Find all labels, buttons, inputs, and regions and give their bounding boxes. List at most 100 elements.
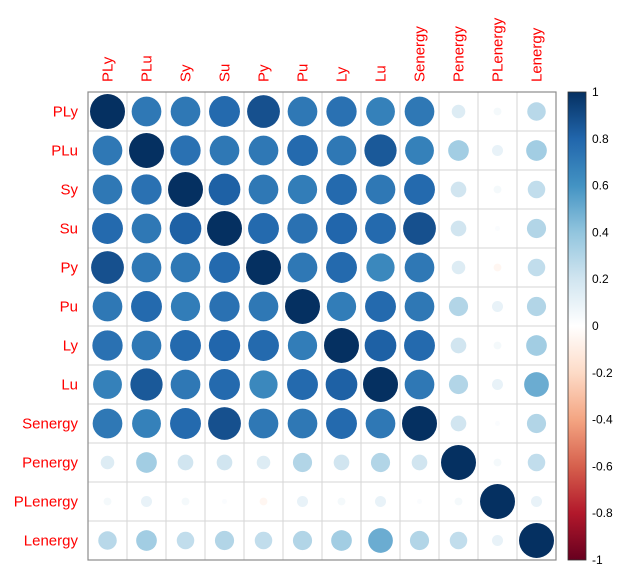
corr-circle	[92, 213, 123, 244]
corr-circle	[92, 135, 123, 166]
corr-circle	[248, 330, 279, 361]
corr-circle	[131, 213, 162, 244]
corr-circle	[103, 497, 112, 506]
corr-circle	[527, 180, 546, 199]
corr-circle	[365, 174, 396, 205]
corr-circle	[454, 497, 463, 506]
corr-circle	[209, 96, 240, 127]
corr-circle	[365, 408, 396, 439]
colorbar-tick-labels: 1 0.8 0.6 0.4 0.2 0 -0.2 -0.4 -0.6 -0.8 -1	[592, 85, 613, 567]
colorbar-tick-label: 0.4	[592, 225, 609, 239]
corr-circle	[91, 251, 124, 284]
corr-circle	[448, 374, 469, 395]
corr-circle	[450, 220, 467, 237]
corr-circle	[417, 499, 422, 504]
corr-circle	[90, 94, 125, 129]
corr-circle	[450, 337, 467, 354]
colorbar-tick-label: -0.6	[592, 459, 613, 473]
corr-circle	[287, 174, 318, 205]
row-label: Su	[60, 221, 78, 238]
corr-circle	[92, 174, 123, 205]
corr-circle	[170, 135, 201, 166]
corr-circle	[325, 368, 358, 401]
row-label: PLenergy	[14, 494, 79, 511]
corr-circle	[176, 531, 195, 550]
corr-circle	[493, 185, 502, 194]
corr-circle	[493, 107, 502, 116]
row-label: Lenergy	[24, 533, 79, 550]
corr-circle	[93, 370, 122, 399]
corr-circle	[170, 408, 201, 439]
corr-circle	[170, 96, 201, 127]
corr-circle	[296, 495, 309, 508]
corr-circle	[170, 252, 201, 283]
corr-circle	[170, 330, 201, 361]
corr-circle	[292, 530, 313, 551]
corr-circle	[527, 102, 546, 121]
correlation-circles	[90, 94, 554, 558]
corr-circle	[140, 495, 153, 508]
col-label: Penergy	[451, 26, 468, 82]
corr-circle	[287, 96, 318, 127]
corr-circle	[526, 335, 547, 356]
corr-circle	[287, 408, 318, 439]
corr-circle	[530, 495, 543, 508]
corr-circle	[136, 530, 157, 551]
corr-circle	[254, 531, 273, 550]
corr-circle	[169, 212, 202, 245]
corr-circle	[491, 144, 504, 157]
corr-circle	[129, 133, 164, 168]
corr-circle	[208, 407, 241, 440]
corr-circle	[526, 296, 547, 317]
row-label: PLu	[51, 143, 78, 160]
corr-circle	[491, 534, 504, 547]
col-label: Senergy	[412, 26, 429, 82]
corr-circle	[326, 252, 357, 283]
corr-circle	[208, 329, 241, 362]
corr-circle	[287, 135, 318, 166]
corr-circle	[493, 341, 502, 350]
corr-circle	[519, 523, 554, 558]
colorbar-tick-label: -1	[592, 553, 603, 567]
grid-cell	[438, 130, 479, 171]
corr-circle	[98, 531, 117, 550]
corr-circle	[333, 454, 350, 471]
corr-circle	[256, 455, 271, 470]
corr-circle	[441, 445, 476, 480]
corr-circle	[248, 174, 279, 205]
corr-circle	[491, 300, 504, 313]
corr-circle	[246, 250, 281, 285]
corr-circle	[326, 96, 357, 127]
corr-circle	[365, 213, 396, 244]
corr-circle	[326, 408, 357, 439]
row-label: Penergy	[22, 455, 78, 472]
corr-circle	[100, 455, 115, 470]
corr-circle	[524, 372, 549, 397]
row-label: Senergy	[22, 416, 78, 433]
corr-circle	[92, 291, 123, 322]
corr-circle	[170, 369, 201, 400]
corr-circle	[365, 291, 396, 322]
col-label: PLu	[139, 55, 156, 82]
corr-circle	[222, 499, 227, 504]
corr-circle	[404, 252, 435, 283]
col-label: Pu	[295, 64, 312, 82]
corr-circle	[248, 408, 279, 439]
row-label: Ly	[63, 338, 79, 355]
colorbar-tick-label: 0	[592, 319, 599, 333]
col-label: Ly	[334, 66, 351, 82]
corr-circle	[214, 530, 235, 551]
corr-circle	[170, 291, 201, 322]
corr-circle	[364, 329, 397, 362]
corr-circle	[331, 530, 352, 551]
corr-circle	[493, 263, 502, 272]
corr-circle	[449, 531, 468, 550]
corr-circle	[216, 454, 233, 471]
row-label: Pu	[60, 299, 78, 316]
colorbar-tick-label: 0.8	[592, 132, 609, 146]
corr-circle	[131, 252, 162, 283]
corr-circle	[249, 370, 278, 399]
row-label: PLy	[53, 104, 79, 121]
corr-circle	[337, 497, 346, 506]
